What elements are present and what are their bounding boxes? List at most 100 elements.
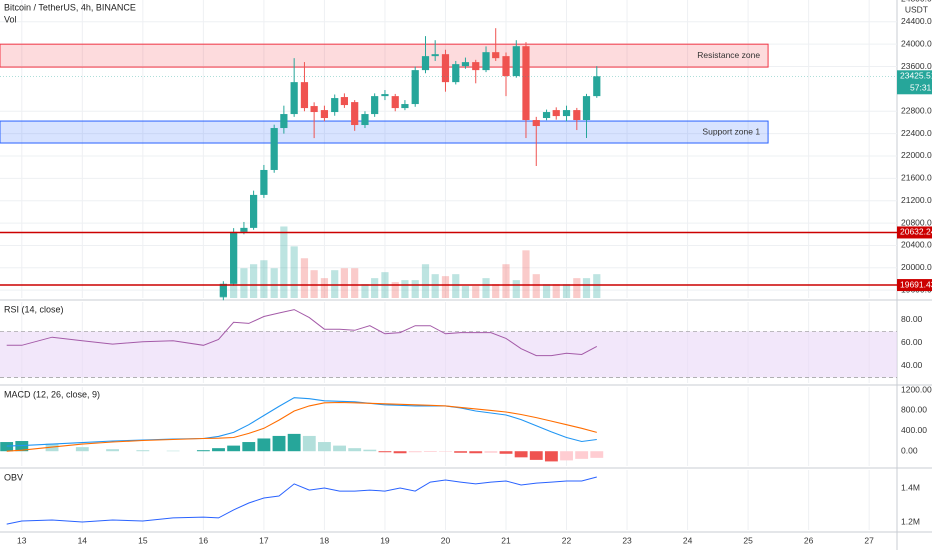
histogram-bar	[272, 435, 286, 452]
volume-bar	[361, 284, 369, 298]
volume-bar	[532, 274, 540, 298]
candle-body	[391, 96, 399, 109]
y-tick-label: 24800.00	[901, 0, 932, 4]
volume-bar	[421, 264, 430, 298]
y-tick-label: 40.00	[901, 360, 923, 370]
y-tick-label: 21200.00	[901, 195, 932, 205]
x-tick-label: 21	[501, 535, 511, 545]
candle-body	[502, 56, 510, 77]
y-tick-label: 22800.00	[901, 106, 932, 116]
histogram-bar	[348, 448, 362, 452]
candle-body	[250, 194, 258, 228]
y-tick-label: 60.00	[901, 337, 923, 347]
volume-bar	[340, 268, 348, 298]
histogram-bar	[560, 451, 573, 461]
candle-body	[331, 98, 339, 113]
volume-bar	[573, 278, 581, 298]
y-tick-label: 1200.00	[901, 384, 932, 394]
volume-bar	[502, 264, 510, 298]
currency-label: USDT	[905, 4, 928, 14]
x-tick-label: 20	[441, 535, 451, 545]
indicator-line	[6, 309, 598, 357]
volume-bar	[482, 278, 490, 298]
candle-body	[280, 114, 288, 129]
volume-bar	[512, 280, 520, 298]
candle-body	[290, 82, 298, 115]
histogram-bar	[393, 451, 407, 454]
candle-body	[401, 104, 409, 109]
x-tick-label: 13	[17, 535, 27, 545]
histogram-bar	[212, 448, 225, 452]
histogram-bar	[575, 451, 589, 459]
histogram-bar	[529, 451, 543, 460]
x-tick-label: 19	[380, 535, 390, 545]
volume-bar	[250, 264, 258, 298]
candle-body	[472, 62, 480, 71]
histogram-bar	[166, 450, 180, 452]
level-label: 20632.24	[900, 227, 932, 237]
candle-body	[371, 96, 379, 115]
x-tick-label: 24	[683, 535, 693, 545]
pane-title: MACD (12, 26, close, 9)	[4, 389, 100, 399]
histogram-bar	[469, 451, 483, 454]
y-tick-label: 24000.00	[901, 38, 932, 48]
zone	[0, 43, 769, 68]
candle-body	[593, 76, 601, 97]
candle-body	[542, 112, 551, 119]
histogram-bar	[257, 438, 271, 452]
pane-title: RSI (14, close)	[4, 304, 64, 314]
x-tick-label: 18	[320, 535, 330, 545]
candle-body	[522, 46, 530, 121]
candle-body	[310, 106, 318, 113]
candle-body	[270, 128, 278, 170]
candle-body	[260, 169, 268, 195]
volume-bar	[522, 250, 530, 298]
zone-label: Resistance zone	[697, 50, 760, 60]
histogram-bar	[544, 451, 558, 462]
candle-body	[431, 54, 439, 57]
x-tick-label: 27	[864, 535, 874, 545]
volume-bar	[593, 274, 601, 298]
candle-body	[461, 62, 470, 67]
volume-bar	[391, 282, 399, 298]
countdown: 57:31	[910, 83, 932, 93]
y-tick-label: 22400.00	[901, 128, 932, 138]
y-tick-label: 0.00	[901, 445, 918, 455]
candle-body	[441, 54, 450, 83]
candle-body	[552, 110, 560, 117]
x-tick-label: 17	[259, 535, 269, 545]
candle-body	[582, 96, 591, 121]
y-tick-label: 1.2M	[901, 516, 920, 526]
signal-line	[6, 401, 597, 452]
volume-bar	[472, 286, 480, 298]
y-tick-label: 20400.00	[901, 240, 932, 250]
pane-title: Bitcoin / TetherUS, 4h, BINANCE	[4, 2, 136, 12]
volume-bar	[310, 270, 318, 298]
candle-body	[219, 283, 227, 297]
y-tick-label: 21600.00	[901, 173, 932, 183]
histogram-bar	[423, 451, 437, 452]
volume-bar	[270, 268, 278, 298]
candle-body	[492, 52, 500, 59]
candle-body	[482, 52, 490, 71]
pane-title: OBV	[4, 472, 23, 482]
level-label: 19691.43	[900, 279, 932, 289]
histogram-bar	[287, 433, 301, 452]
volume-bar	[280, 226, 288, 298]
histogram-bar	[0, 442, 14, 452]
y-tick-label: 400.00	[901, 425, 927, 435]
level-tag	[897, 226, 932, 239]
x-tick-label: 15	[138, 535, 148, 545]
zone-label: Support zone 1	[702, 126, 760, 136]
histogram-bar	[242, 442, 256, 452]
histogram-bar	[227, 445, 241, 452]
volume-bar	[582, 278, 591, 298]
x-tick-label: 22	[562, 535, 572, 545]
indicator-line	[6, 476, 597, 525]
volume-bar	[542, 284, 551, 298]
volume-bar	[371, 278, 379, 298]
candle-body	[351, 102, 359, 126]
volume-bar	[492, 284, 500, 298]
